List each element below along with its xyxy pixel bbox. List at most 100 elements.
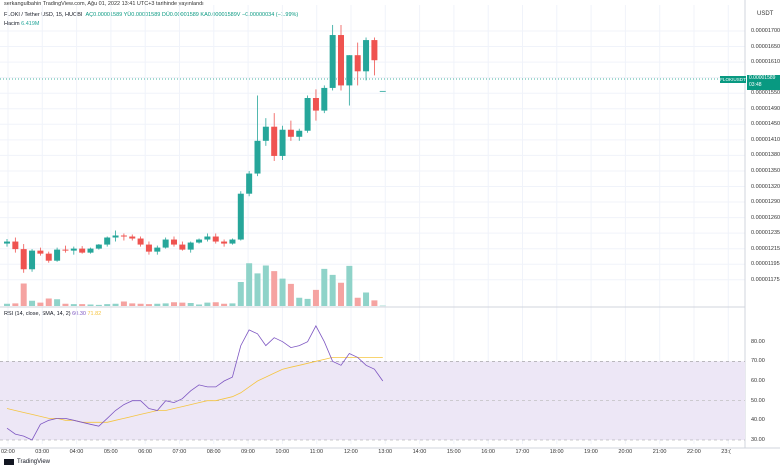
volume-bar: [254, 273, 261, 306]
volume-bar: [112, 303, 119, 306]
candle-body: [312, 98, 319, 111]
candle-body: [346, 55, 353, 86]
volume-bar: [287, 283, 294, 306]
time-tick-label: 10:00: [275, 449, 290, 455]
time-tick-label: 07:00: [172, 449, 187, 455]
time-tick-label: 03:00: [35, 449, 50, 455]
rsi-value: 60.30: [72, 311, 86, 317]
volume-bar: [371, 300, 378, 306]
volume-bar: [304, 298, 311, 306]
volume-bar: [154, 303, 161, 306]
candles: [4, 24, 386, 273]
volume-bar: [37, 302, 44, 306]
candle-body: [321, 87, 328, 111]
published-line: serkangulbahin TradingView.com, Ağu 01, …: [4, 1, 204, 7]
price-tick-label: 0.00001235: [751, 230, 780, 237]
symbol-name[interactable]: FLOKI / Tether USD, 15, HUOBI: [4, 12, 83, 18]
volume-bar: [20, 283, 27, 306]
tradingview-logo[interactable]: TradingView: [4, 459, 50, 465]
rsi-pane: [0, 325, 745, 441]
ohlc-values: AÇ0.00001589 YÜ0.00001589 DÜ0.00001589 K…: [85, 12, 299, 18]
price-tick-label: 0.00001550: [751, 90, 780, 97]
candle-body: [37, 250, 44, 254]
rsi-legend: RSI (14, close, SMA, 14, 2) 60.30 71.82: [4, 311, 101, 317]
candle-body: [329, 35, 336, 88]
candle-body: [120, 235, 127, 237]
candle-body: [204, 236, 211, 240]
volume-bar: [279, 278, 286, 306]
volume-bar: [346, 265, 353, 306]
volume-bar: [79, 304, 86, 306]
time-tick-label: 11:00: [309, 449, 324, 455]
volume-bar: [246, 263, 253, 306]
volume-bar: [204, 302, 211, 306]
rsi-tick-label: 70.00: [751, 358, 765, 365]
volume-bar: [296, 297, 303, 306]
candle-body: [20, 249, 27, 270]
candle-body: [304, 98, 311, 131]
time-tick-label: 09:00: [241, 449, 255, 455]
volume-bar: [329, 274, 336, 306]
symbol-legend: FLOKI / Tether USD, 15, HUOBI AÇ0.000015…: [4, 12, 298, 18]
symbol-price-tag: FLOKIUSDT: [720, 76, 746, 83]
volume-bar: [120, 301, 127, 306]
volume-bar: [187, 303, 194, 306]
time-tick-label: 06:00: [138, 449, 152, 455]
volume-label: Hacim: [4, 21, 20, 27]
rsi-line: [6, 325, 384, 441]
time-tick-label: 19:00: [584, 449, 598, 455]
volume-bar: [321, 268, 328, 306]
volume-bar: [137, 303, 144, 306]
candle-body: [4, 241, 10, 244]
volume-bar: [237, 282, 244, 306]
volume-bars: [4, 263, 386, 307]
volume-bar: [145, 304, 152, 306]
candle-body: [371, 40, 378, 61]
candle-body: [171, 239, 177, 245]
currency-button[interactable]: USDT: [757, 11, 774, 17]
rsi-legend-name[interactable]: RSI (14, close, SMA, 14, 2): [4, 311, 71, 317]
rsi-tick-label: 80.00: [751, 338, 765, 345]
price-tick-label: 0.00001260: [751, 214, 780, 221]
candle-body: [87, 248, 94, 253]
volume-bar: [87, 304, 94, 306]
candle-body: [95, 244, 102, 249]
volume-bar: [338, 282, 344, 306]
price-tick-label: 0.00001410: [751, 136, 780, 143]
candle-body: [363, 40, 370, 72]
volume-bar: [29, 300, 36, 306]
time-tick-label: 17:00: [515, 449, 530, 455]
candle-body: [145, 244, 152, 252]
countdown: 03:48: [749, 82, 762, 88]
price-tick-label: 0.00001290: [751, 199, 780, 206]
candle-body: [162, 239, 169, 248]
price-tick-label: 0.00001215: [751, 245, 780, 252]
time-tick-label: 14:00: [412, 449, 427, 455]
volume-bar: [363, 292, 370, 306]
price-tick-label: 0.00001195: [751, 261, 780, 268]
time-tick-label: 05:00: [103, 449, 118, 455]
candle-body: [229, 239, 236, 244]
candle-body: [246, 173, 253, 194]
candle-body: [112, 235, 119, 238]
time-tick-label: 04:00: [69, 449, 84, 455]
rsi-ma-line: [6, 356, 383, 423]
candle-body: [54, 249, 61, 261]
time-tick-label: 21:00: [652, 449, 667, 455]
time-tick-label: 13:00: [378, 449, 393, 455]
candle-body: [187, 242, 194, 250]
price-tick-label: 0.00001350: [751, 167, 780, 174]
volume-bar: [312, 289, 319, 306]
candle-body: [104, 237, 111, 245]
candle-body: [237, 193, 244, 240]
candle-body: [70, 248, 77, 251]
volume-bar: [104, 304, 111, 306]
volume-bar: [179, 302, 186, 306]
candle-body: [296, 130, 303, 137]
candle-body: [254, 140, 261, 174]
candle-body: [262, 126, 269, 141]
volume-bar: [129, 303, 136, 306]
rsi-tick-label: 40.00: [751, 417, 765, 424]
last-price-value: 0.00001589: [749, 75, 776, 81]
